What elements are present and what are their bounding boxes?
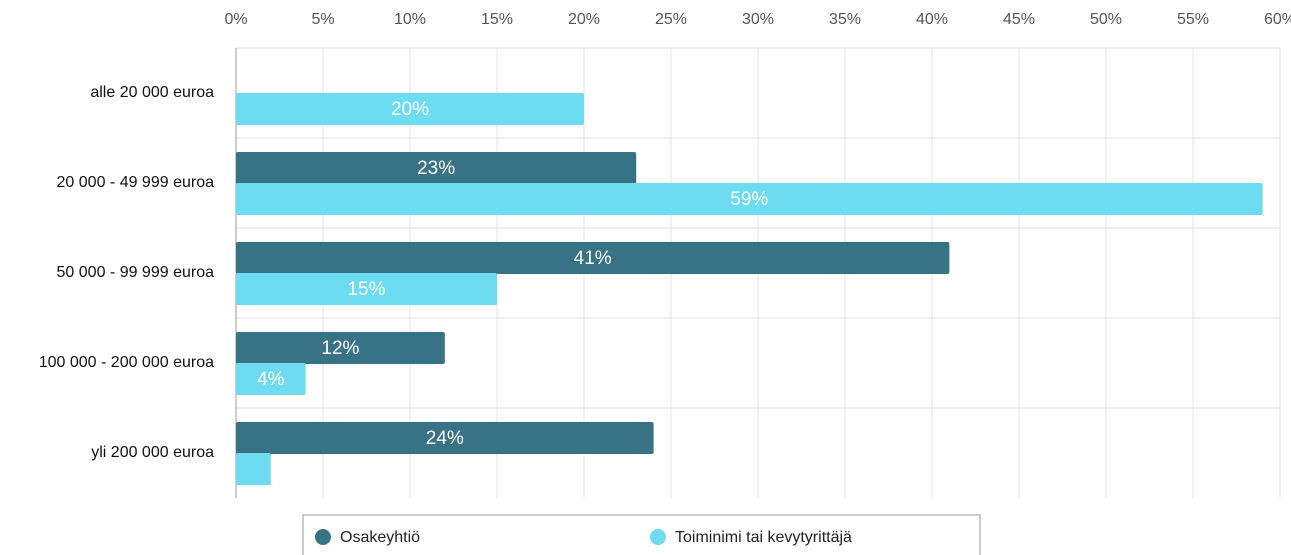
x-tick-label: 15% (481, 11, 513, 28)
data-label: 12% (321, 338, 359, 359)
data-label: 24% (426, 428, 464, 449)
y-tick-label: yli 200 000 euroa (91, 444, 214, 461)
y-tick-label: 100 000 - 200 000 euroa (39, 354, 214, 371)
data-label: 59% (730, 189, 768, 210)
bar (236, 273, 497, 305)
legend-marker (315, 529, 331, 545)
y-tick-label: 20 000 - 49 999 euroa (57, 174, 215, 191)
x-tick-label: 45% (1003, 11, 1035, 28)
data-label: 4% (257, 369, 285, 390)
bar (236, 242, 950, 274)
x-tick-label: 60% (1264, 11, 1291, 28)
x-tick-label: 0% (224, 11, 247, 28)
x-tick-label: 30% (742, 11, 774, 28)
bar (236, 93, 584, 125)
data-label: 41% (574, 248, 612, 269)
x-tick-label: 50% (1090, 11, 1122, 28)
x-tick-label: 55% (1177, 11, 1209, 28)
bar (236, 453, 271, 485)
x-tick-label: 10% (394, 11, 426, 28)
y-tick-label: 50 000 - 99 999 euroa (57, 264, 215, 281)
legend-label: Osakeyhtiö (340, 529, 420, 546)
x-tick-label: 35% (829, 11, 861, 28)
legend-label: Toiminimi tai kevytyrittäjä (675, 529, 852, 546)
data-label: 23% (417, 158, 455, 179)
x-tick-label: 5% (311, 11, 334, 28)
x-tick-label: 25% (655, 11, 687, 28)
bar (236, 422, 654, 454)
data-label: 15% (347, 279, 385, 300)
y-tick-label: alle 20 000 euroa (90, 84, 214, 101)
data-label: 20% (391, 99, 429, 120)
bar (236, 152, 637, 184)
bar (236, 363, 306, 395)
bar (236, 332, 445, 364)
bar (236, 183, 1263, 215)
x-tick-label: 20% (568, 11, 600, 28)
legend-marker (650, 529, 666, 545)
legend-box (302, 514, 981, 555)
x-tick-label: 40% (916, 11, 948, 28)
